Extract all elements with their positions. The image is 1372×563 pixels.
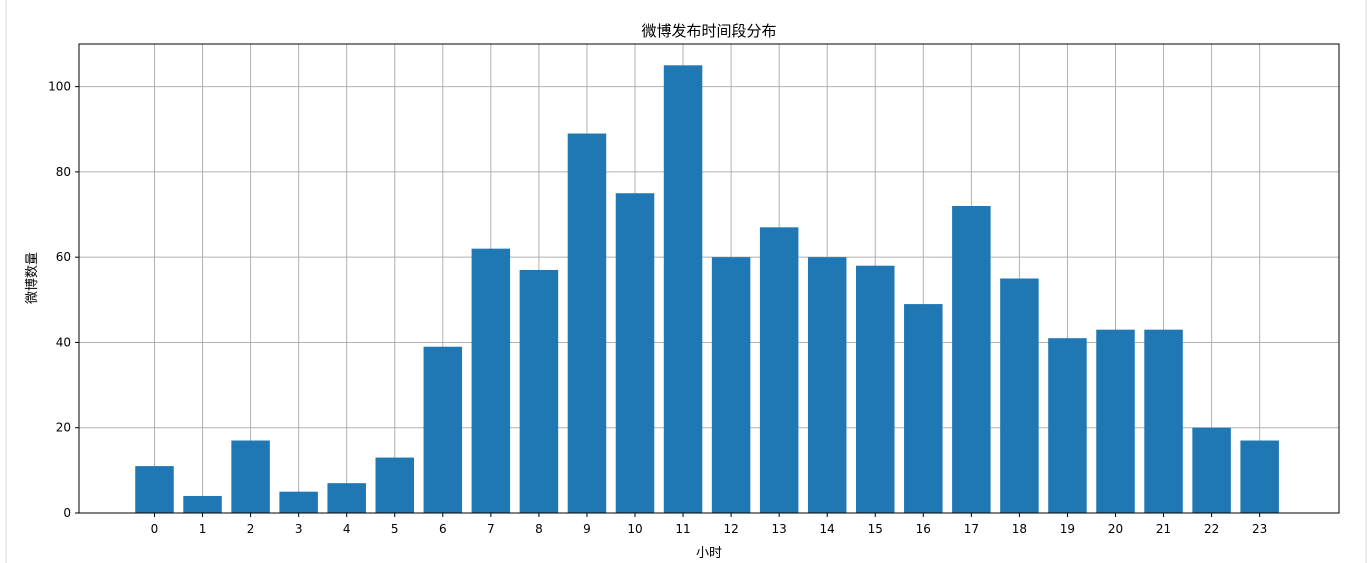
bar-hour-9 [567, 133, 607, 513]
chart-title: 微博发布时间段分布 [641, 22, 776, 40]
y-tick-label: 40 [56, 335, 71, 349]
x-tick-label: 4 [343, 522, 351, 536]
x-tick-label: 17 [964, 522, 979, 536]
x-tick-label: 19 [1060, 522, 1075, 536]
bar-hour-2 [231, 440, 270, 513]
x-tick-label: 1 [199, 522, 207, 536]
x-tick-label: 11 [675, 522, 690, 536]
x-tick-label: 5 [391, 522, 399, 536]
x-tick-label: 22 [1204, 522, 1219, 536]
x-tick-label: 12 [723, 522, 738, 536]
bar-hour-23 [1240, 440, 1279, 513]
x-tick-label: 6 [439, 522, 447, 536]
bar-hour-18 [1000, 278, 1039, 513]
bar-hour-0 [135, 466, 174, 513]
bar-hour-20 [1096, 329, 1135, 513]
x-tick-label: 21 [1156, 522, 1171, 536]
y-tick-label: 80 [56, 165, 71, 179]
bar-hour-16 [904, 304, 943, 513]
bar-hour-14 [807, 257, 847, 513]
x-axis-label: 小时 [696, 546, 722, 561]
y-tick-label: 60 [56, 250, 71, 264]
x-tick-label: 14 [820, 522, 835, 536]
x-tick-label: 10 [627, 522, 642, 536]
x-tick-label: 0 [151, 522, 159, 536]
x-tick-label: 9 [583, 522, 591, 536]
bar-hour-6 [423, 346, 463, 513]
bar-hour-4 [327, 483, 366, 513]
y-axis-ticks: 0 20 40 60 80 100 [48, 80, 79, 520]
x-tick-label: 18 [1012, 522, 1027, 536]
y-axis-label: 微博数量 [25, 252, 40, 304]
y-tick-label: 100 [48, 80, 71, 94]
bar-hour-21 [1144, 329, 1183, 513]
bar-hour-5 [375, 457, 414, 513]
x-tick-label: 20 [1108, 522, 1123, 536]
bar-hour-22 [1192, 427, 1231, 513]
x-axis-ticks: 0 1 2 3 4 5 6 7 8 9 10 11 12 13 14 15 16 17 18 19 20 21 22 23 [151, 513, 1267, 536]
plot-area-frame [78, 43, 1340, 514]
x-tick-label: 3 [295, 522, 303, 536]
x-tick-label: 16 [916, 522, 931, 536]
y-tick-label: 0 [63, 506, 71, 520]
bar-hour-3 [279, 491, 318, 513]
bar-hour-8 [519, 269, 559, 513]
x-tick-label: 8 [535, 522, 543, 536]
bar-hour-17 [952, 206, 991, 513]
bar-hour-1 [183, 495, 222, 513]
x-tick-label: 2 [247, 522, 255, 536]
bar-hour-10 [615, 193, 655, 513]
bar-hour-13 [759, 227, 799, 513]
x-tick-label: 23 [1252, 522, 1267, 536]
bar-hour-11 [663, 65, 703, 514]
bar-hour-12 [711, 257, 751, 513]
x-tick-label: 15 [868, 522, 883, 536]
bar-hour-19 [1048, 338, 1087, 513]
bar-hour-15 [856, 265, 895, 513]
bars-layer [135, 65, 1279, 514]
x-tick-label: 13 [772, 522, 787, 536]
y-tick-label: 20 [56, 421, 71, 435]
bar-hour-7 [471, 248, 511, 513]
x-tick-label: 7 [487, 522, 495, 536]
